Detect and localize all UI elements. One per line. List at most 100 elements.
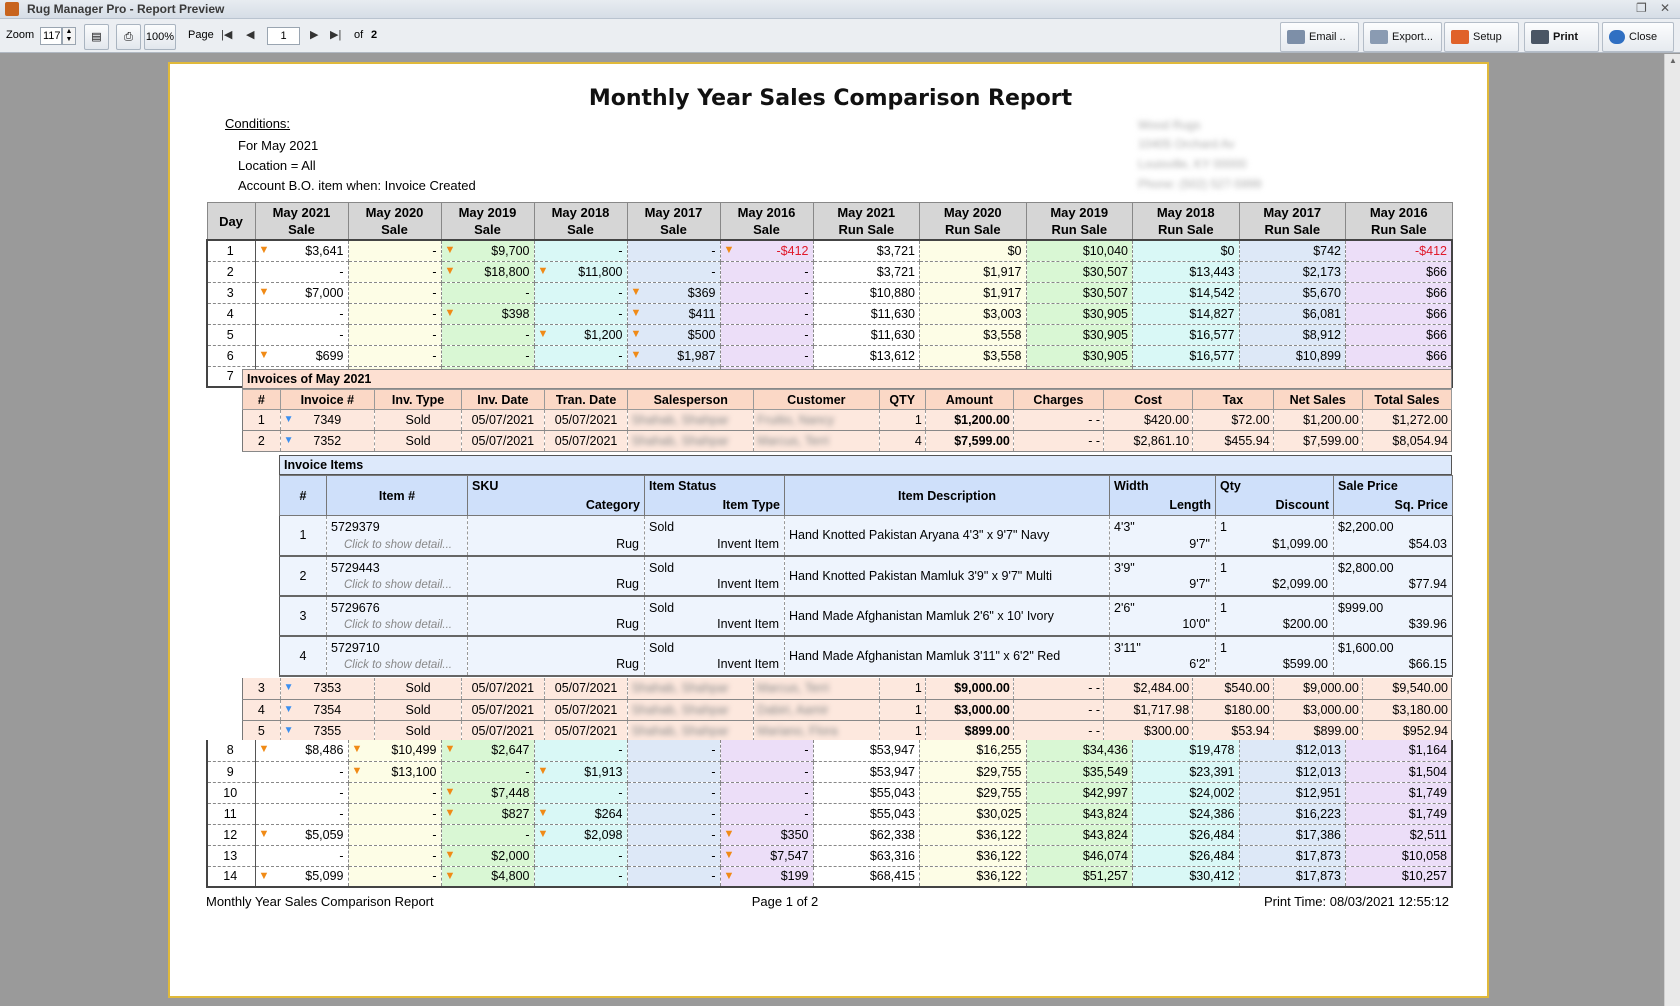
page-input[interactable]: 1 [267, 27, 300, 45]
next-page-icon[interactable]: ▶ [310, 29, 319, 41]
item-description: Hand Knotted Pakistan Aryana 4'3" x 9'7"… [789, 528, 1050, 542]
print-button[interactable]: Print [1524, 22, 1599, 52]
conditions-label: Conditions: [225, 116, 291, 131]
scroll-up-icon[interactable]: ▲ [1669, 56, 1677, 65]
expand-arrow-icon[interactable]: ▼ [258, 827, 270, 840]
expand-invoice-icon[interactable]: ▼ [283, 435, 294, 446]
cell-value: $6,081 [1302, 306, 1341, 321]
day-cell: $12,013 [1239, 740, 1346, 762]
footer-page-number: Page 1 of 2 [751, 894, 819, 909]
cell-value: $8,054.94 [1392, 434, 1448, 448]
cell-value: $53.94 [1231, 723, 1270, 738]
expand-invoice-icon[interactable]: ▼ [283, 724, 294, 736]
cell-value: $1,200 [584, 327, 623, 342]
expand-arrow-icon[interactable]: ▼ [537, 827, 549, 840]
item-row[interactable]: 4 5729710 Click to show detail... Rug Sold In… [279, 635, 1453, 677]
invoice-row[interactable]: 5 ▼ 7355 Sold 05/07/2021 05/07/2021 Shahab, Sh… [242, 720, 1453, 742]
cell-value: - [804, 327, 809, 342]
day-cell: - [348, 345, 442, 367]
prev-page-icon[interactable]: ◀ [246, 29, 255, 41]
invoice-row[interactable]: 4 ▼ 7354 Sold 05/07/2021 05/07/2021 Shahab, Sh… [242, 699, 1453, 721]
vertical-scrollbar[interactable]: ▲ [1664, 54, 1680, 1006]
expand-arrow-icon[interactable]: ▼ [537, 764, 549, 777]
cell-value: $66 [1426, 264, 1447, 279]
expand-arrow-icon[interactable]: ▼ [444, 806, 456, 819]
whole-page-button[interactable]: ⎙ [116, 24, 141, 50]
expand-arrow-icon[interactable]: ▼ [723, 848, 735, 861]
expand-arrow-icon[interactable]: ▼ [723, 827, 735, 840]
invoice-cell: Shahab, Shahpar [627, 720, 755, 742]
expand-arrow-icon[interactable]: ▼ [537, 327, 549, 340]
cell-value: $2,484.00 [1133, 681, 1190, 696]
expand-arrow-icon[interactable]: ▼ [630, 327, 642, 340]
company-phone: Phone: (502) 527-5999 [1138, 177, 1262, 191]
item-length: 9'7" [1189, 536, 1210, 551]
expand-arrow-icon[interactable]: ▼ [537, 806, 549, 819]
page-width-button[interactable]: ▤ [84, 24, 109, 50]
export-button[interactable]: Export... [1363, 22, 1442, 52]
cell-value: - [804, 348, 809, 363]
day-cell: - [534, 303, 628, 325]
expand-arrow-icon[interactable]: ▼ [444, 306, 456, 319]
zoom-spinner[interactable]: ▲ ▼ [62, 27, 76, 45]
expand-arrow-icon[interactable]: ▼ [723, 869, 735, 882]
cell-value: - [804, 785, 809, 800]
day-cell: $19,478 [1132, 740, 1240, 762]
item-row[interactable]: 2 5729443 Click to show detail... Rug Sold In… [279, 555, 1453, 597]
restore-icon[interactable]: ❐ [1636, 1, 1647, 15]
invoice-col-header: Total Sales [1361, 389, 1453, 410]
expand-arrow-icon[interactable]: ▼ [444, 785, 456, 798]
expand-invoice-icon[interactable]: ▼ [283, 682, 294, 693]
click-to-show-detail-link[interactable]: Click to show detail... [343, 618, 452, 631]
cell-value: $2,173 [1302, 264, 1341, 279]
item-row[interactable]: 1 5729379 Click to show detail... Rug Sold In… [279, 515, 1453, 557]
expand-arrow-icon[interactable]: ▼ [351, 764, 363, 777]
invoice-col-header: Invoice # [279, 389, 376, 410]
expand-arrow-icon[interactable]: ▼ [537, 264, 549, 277]
invoice-col-header: # [242, 389, 281, 410]
setup-button[interactable]: Setup [1444, 22, 1519, 52]
item-status: Sold [649, 520, 675, 534]
invoice-row[interactable]: 2 ▼ 7352 Sold 05/07/2021 05/07/2021 Shahab, Sh… [242, 430, 1453, 452]
close-window-icon[interactable]: ✕ [1660, 1, 1671, 15]
expand-arrow-icon[interactable]: ▼ [444, 848, 456, 861]
expand-arrow-icon[interactable]: ▼ [258, 348, 270, 361]
cell-value: Dabiri, Aamir [757, 702, 829, 717]
cell-value: 05/07/2021 [471, 681, 535, 696]
expand-arrow-icon[interactable]: ▼ [444, 264, 456, 277]
expand-arrow-icon[interactable]: ▼ [258, 285, 270, 298]
cell-value: 1 [914, 702, 922, 717]
click-to-show-detail-link[interactable]: Click to show detail... [343, 538, 452, 551]
col-header: Day [206, 202, 256, 241]
expand-arrow-icon[interactable]: ▼ [258, 244, 270, 256]
cell-value: - [618, 285, 623, 300]
expand-arrow-icon[interactable]: ▼ [258, 743, 270, 755]
day-cell: ▼ $827 [441, 803, 535, 825]
expand-invoice-icon[interactable]: ▼ [283, 703, 294, 715]
expand-arrow-icon[interactable]: ▼ [351, 743, 363, 755]
item-row[interactable]: 3 5729676 Click to show detail... Rug Sold In… [279, 595, 1453, 637]
expand-arrow-icon[interactable]: ▼ [444, 743, 456, 755]
expand-arrow-icon[interactable]: ▼ [630, 348, 642, 361]
close-button[interactable]: Close [1602, 22, 1674, 52]
click-to-show-detail-link[interactable]: Click to show detail... [343, 658, 452, 671]
email-button[interactable]: Email .. [1280, 22, 1359, 52]
day-cell: $1,749 [1345, 782, 1453, 804]
invoice-row[interactable]: 1 ▼ 7349 Sold 05/07/2021 05/07/2021 Shahab, Sh… [242, 409, 1453, 431]
zoom-input[interactable]: 117 [40, 27, 62, 45]
expand-arrow-icon[interactable]: ▼ [630, 306, 642, 319]
zoom-100-button[interactable]: 100% [144, 24, 176, 50]
first-page-icon[interactable]: |◀ [221, 29, 233, 41]
expand-arrow-icon[interactable]: ▼ [258, 869, 270, 882]
invoice-row[interactable]: 3 ▼ 7353 Sold 05/07/2021 05/07/2021 Shahab, Sh… [242, 678, 1453, 700]
expand-arrow-icon[interactable]: ▼ [444, 244, 456, 256]
cell-value: - [339, 306, 344, 321]
last-page-icon[interactable]: ▶| [330, 29, 342, 41]
expand-arrow-icon[interactable]: ▼ [444, 869, 456, 882]
cell-value: - [525, 764, 530, 779]
cell-value: $68,415 [869, 869, 915, 884]
expand-invoice-icon[interactable]: ▼ [283, 414, 294, 425]
expand-arrow-icon[interactable]: ▼ [630, 285, 642, 298]
expand-arrow-icon[interactable]: ▼ [723, 244, 735, 256]
click-to-show-detail-link[interactable]: Click to show detail... [343, 578, 452, 591]
